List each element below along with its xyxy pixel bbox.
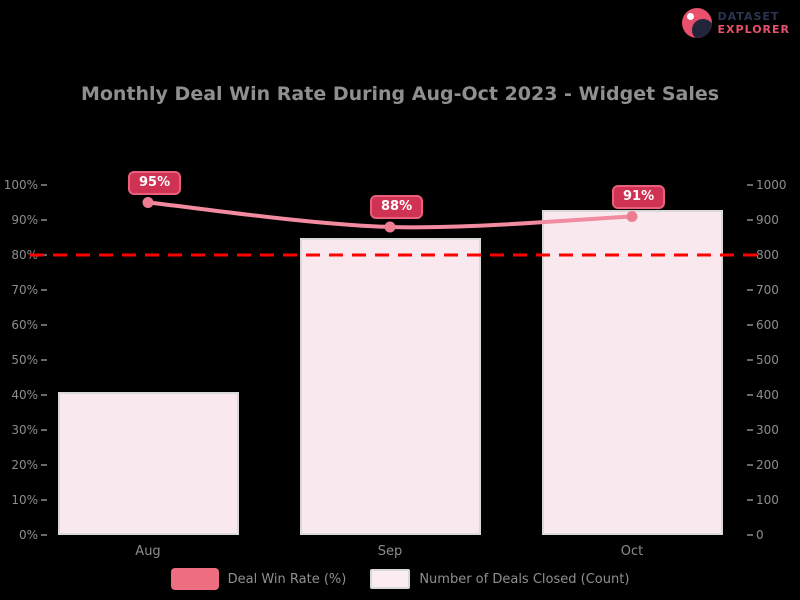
logo-text: DATASET EXPLORER (718, 10, 790, 36)
axis-left-tick-label: 100% (3, 178, 38, 192)
axis-right-tick-label: 300 (756, 423, 779, 437)
axis-left-tick-label: 60% (11, 318, 38, 332)
data-point (142, 197, 154, 208)
axis-right-tick-mark (747, 324, 753, 326)
axis-right-tick-label: 500 (756, 353, 779, 367)
x-axis-label: Oct (620, 544, 644, 559)
axis-right-tick-label: 0 (756, 528, 764, 542)
axis-left-tick-mark (41, 184, 47, 186)
axis-left-tick-label: 0% (18, 528, 38, 542)
axis-right-tick-mark (747, 184, 753, 186)
axis-right-tick-mark (747, 254, 753, 256)
axis-right-tick-label: 800 (756, 248, 779, 262)
axis-left-tick-mark (41, 534, 47, 536)
axis-left-tick-label: 70% (11, 283, 38, 297)
bar (541, 209, 723, 535)
chart-title: Monthly Deal Win Rate During Aug-Oct 202… (80, 83, 720, 105)
axis-left-tick-mark (41, 219, 47, 221)
x-axis-label: Aug (135, 544, 161, 559)
bar (299, 237, 481, 535)
legend-label-line: Deal Win Rate (%) (227, 571, 347, 587)
logo: DATASET EXPLORER (681, 8, 790, 38)
logo-line2: EXPLORER (717, 23, 790, 36)
axis-left-tick-label: 50% (11, 353, 38, 367)
axis-left-tick-label: 40% (11, 388, 38, 402)
axis-left-tick-label: 20% (11, 458, 38, 472)
legend-swatch-line (170, 568, 219, 590)
logo-icon (681, 8, 712, 38)
axis-right-tick-mark (747, 464, 753, 466)
axis-left-tick-mark (41, 359, 47, 361)
axis-right-tick-mark (747, 499, 753, 501)
bar (57, 391, 239, 535)
axis-left-tick-mark (41, 289, 47, 291)
axis-right-tick-label: 600 (756, 318, 779, 332)
axis-right-tick-label: 400 (756, 388, 779, 402)
axis-left-tick-label: 10% (11, 493, 38, 507)
x-axis-label: Sep (377, 544, 403, 559)
axis-left-tick-mark (41, 324, 47, 326)
axis-left-tick-mark (41, 464, 47, 466)
data-point-badge: 91% (612, 184, 666, 209)
axis-left-tick-label: 90% (11, 213, 38, 227)
axis-right-tick-mark (747, 289, 753, 291)
axis-right-tick-label: 1000 (756, 178, 787, 192)
legend-item-win-rate[interactable]: Deal Win Rate (%) (170, 568, 347, 590)
data-point (384, 221, 396, 233)
logo-line1: DATASET (717, 10, 780, 23)
axis-right-tick-label: 200 (756, 458, 779, 472)
axis-left-tick-mark (41, 429, 47, 431)
axis-right-tick-mark (747, 429, 753, 431)
axis-right-tick-label: 900 (756, 213, 779, 227)
axis-left-tick-mark (41, 499, 47, 501)
axis-right-tick-label: 100 (756, 493, 779, 507)
axis-right-tick-mark (747, 359, 753, 361)
legend: Deal Win Rate (%) Number of Deals Closed… (0, 568, 800, 590)
axis-right-tick-mark (747, 534, 753, 536)
axis-left-tick-label: 30% (11, 423, 38, 437)
axis-right-tick-label: 700 (756, 283, 779, 297)
legend-swatch-bar (370, 569, 411, 589)
axis-left-tick-mark (41, 394, 47, 396)
axis-right-tick-mark (747, 394, 753, 396)
axis-left-tick-mark (41, 254, 47, 256)
axis-left-tick-label: 80% (11, 248, 38, 262)
legend-item-deals-closed[interactable]: Number of Deals Closed (Count) (370, 569, 629, 589)
data-point-badge: 95% (128, 170, 182, 195)
data-point-badge: 88% (370, 195, 424, 219)
axis-right-tick-mark (747, 219, 753, 221)
legend-label-bar: Number of Deals Closed (Count) (419, 571, 630, 587)
